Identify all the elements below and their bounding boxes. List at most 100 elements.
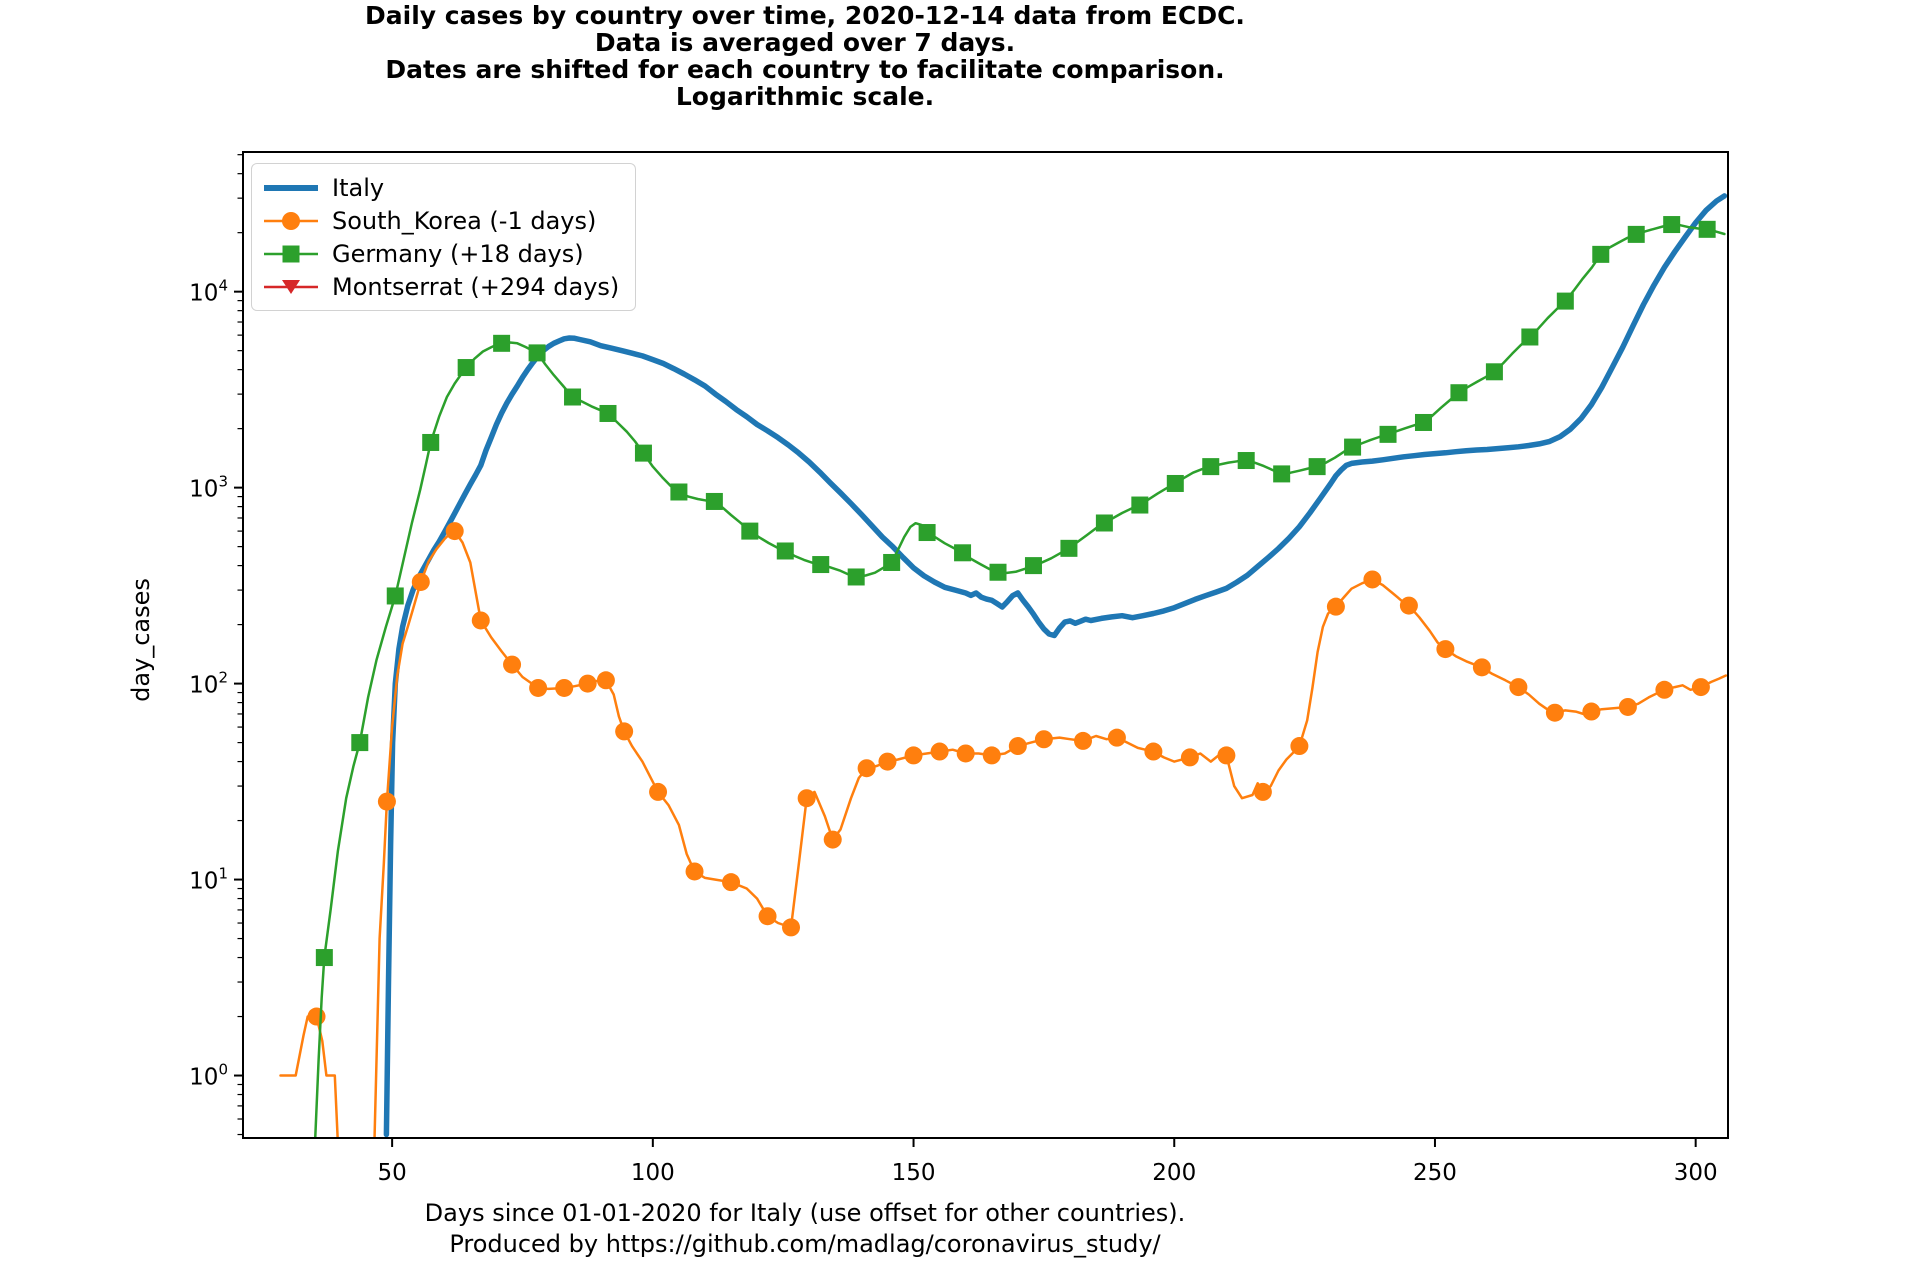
- data-point-marker: [315, 949, 333, 967]
- data-point-marker: [1344, 438, 1362, 456]
- series-line-south-korea-1-days: [279, 529, 1728, 1138]
- data-point-marker: [1436, 640, 1455, 659]
- data-point-marker: [1180, 748, 1199, 767]
- data-point-marker: [1379, 425, 1397, 443]
- data-point-marker: [989, 563, 1007, 581]
- data-point-marker: [1308, 458, 1326, 476]
- data-point-marker: [812, 556, 830, 574]
- data-point-marker: [797, 789, 816, 808]
- data-point-marker: [956, 744, 975, 763]
- data-point-marker: [528, 344, 546, 362]
- x-tick-label: 50: [377, 1160, 406, 1186]
- chart-title-line3: Dates are shifted for each country to fa…: [385, 55, 1225, 84]
- data-point-marker: [685, 862, 704, 881]
- series-south-korea-1-days: [279, 522, 1728, 1138]
- data-point-marker: [1655, 680, 1674, 699]
- data-point-marker: [823, 830, 842, 849]
- data-point-marker: [1144, 742, 1163, 761]
- data-point-marker: [1691, 678, 1710, 697]
- data-point-marker: [1627, 225, 1645, 243]
- x-axis-label-line2: Produced by https://github.com/madlag/co…: [449, 1230, 1161, 1258]
- data-point-marker: [351, 734, 369, 752]
- chart-title: Daily cases by country over time, 2020-1…: [5, 2, 1605, 110]
- data-point-marker: [722, 873, 741, 892]
- y-tick-label: 101: [189, 865, 228, 895]
- data-point-marker: [954, 544, 972, 562]
- data-point-marker: [1414, 413, 1432, 431]
- data-point-marker: [918, 524, 936, 542]
- legend-item-germany-18-days: Germany (+18 days): [262, 238, 619, 269]
- data-point-marker: [847, 568, 865, 586]
- x-tick-label: 300: [1674, 1160, 1718, 1186]
- y-tick-label: 100: [189, 1061, 228, 1091]
- data-point-marker: [615, 722, 634, 741]
- data-point-marker: [1450, 384, 1468, 402]
- data-point-marker: [930, 742, 949, 761]
- chart-title-line2: Data is averaged over 7 days.: [594, 28, 1016, 57]
- legend-item-montserrat-294-days: Montserrat (+294 days): [262, 271, 619, 302]
- data-point-marker: [982, 746, 1001, 765]
- data-point-marker: [1253, 782, 1272, 801]
- data-point-marker: [471, 611, 490, 630]
- legend-item-label: Italy: [332, 173, 385, 202]
- y-axis-ticks: 100 101 102 103 104: [189, 154, 243, 1136]
- legend-item-label: Montserrat (+294 days): [332, 272, 620, 301]
- data-point-marker: [377, 792, 396, 811]
- series-germany-18-days: [313, 216, 1726, 1138]
- data-point-marker: [555, 678, 574, 697]
- legend-triangle-down-icon: [264, 279, 318, 294]
- data-point-marker: [1592, 245, 1610, 263]
- data-point-marker: [1273, 465, 1291, 483]
- data-point-marker: [1166, 474, 1184, 492]
- x-tick-label: 200: [1152, 1160, 1196, 1186]
- y-tick-label: 102: [189, 669, 228, 699]
- data-point-marker: [1290, 737, 1309, 756]
- legend-line-icon: [264, 184, 318, 191]
- data-point-marker: [422, 433, 440, 451]
- data-point-marker: [1024, 557, 1042, 575]
- data-point-marker: [649, 782, 668, 801]
- data-point-marker: [904, 746, 923, 765]
- data-point-marker: [1545, 703, 1564, 722]
- data-point-marker: [457, 359, 475, 377]
- data-point-marker: [1008, 737, 1027, 756]
- data-point-marker: [1074, 731, 1093, 750]
- data-point-marker: [758, 907, 777, 926]
- data-point-marker: [503, 655, 522, 674]
- data-point-marker: [670, 483, 688, 501]
- data-point-marker: [705, 492, 723, 510]
- data-point-marker: [1202, 458, 1220, 476]
- data-point-marker: [782, 918, 801, 937]
- chart-title-line1: Daily cases by country over time, 2020-1…: [365, 1, 1245, 30]
- legend-item-south-korea-1-days: South_Korea (-1 days): [262, 205, 619, 236]
- data-point-marker: [599, 404, 617, 422]
- legend-item-label: South_Korea (-1 days): [332, 206, 597, 235]
- y-axis-label: day_cases: [127, 578, 155, 702]
- data-point-marker: [1217, 746, 1236, 765]
- x-axis-ticks: 50 100 150 200 250 300: [377, 1138, 1718, 1186]
- x-axis-label: Days since 01-01-2020 for Italy (use off…: [5, 1198, 1605, 1260]
- data-point-marker: [1521, 328, 1539, 346]
- data-point-marker: [883, 553, 901, 571]
- data-point-marker: [1237, 452, 1255, 470]
- x-tick-label: 250: [1413, 1160, 1457, 1186]
- legend-item-label: Germany (+18 days): [332, 239, 584, 268]
- data-point-marker: [1698, 220, 1716, 238]
- legend-item-italy: Italy: [262, 172, 619, 203]
- data-point-marker: [493, 334, 511, 352]
- data-point-marker: [1663, 216, 1681, 234]
- data-point-marker: [307, 1007, 326, 1026]
- data-point-marker: [1060, 539, 1078, 557]
- series-layer: [279, 193, 1728, 1138]
- data-point-marker: [1131, 496, 1149, 514]
- data-point-marker: [878, 752, 897, 771]
- chart-title-line4: Logarithmic scale.: [675, 82, 935, 111]
- series-italy: [383, 193, 1728, 1138]
- data-point-marker: [1363, 570, 1382, 589]
- data-point-marker: [1472, 658, 1491, 677]
- data-point-marker: [1618, 697, 1637, 716]
- data-point-marker: [578, 674, 597, 693]
- legend-circle-icon: [264, 211, 318, 230]
- x-axis-label-line1: Days since 01-01-2020 for Italy (use off…: [424, 1199, 1186, 1227]
